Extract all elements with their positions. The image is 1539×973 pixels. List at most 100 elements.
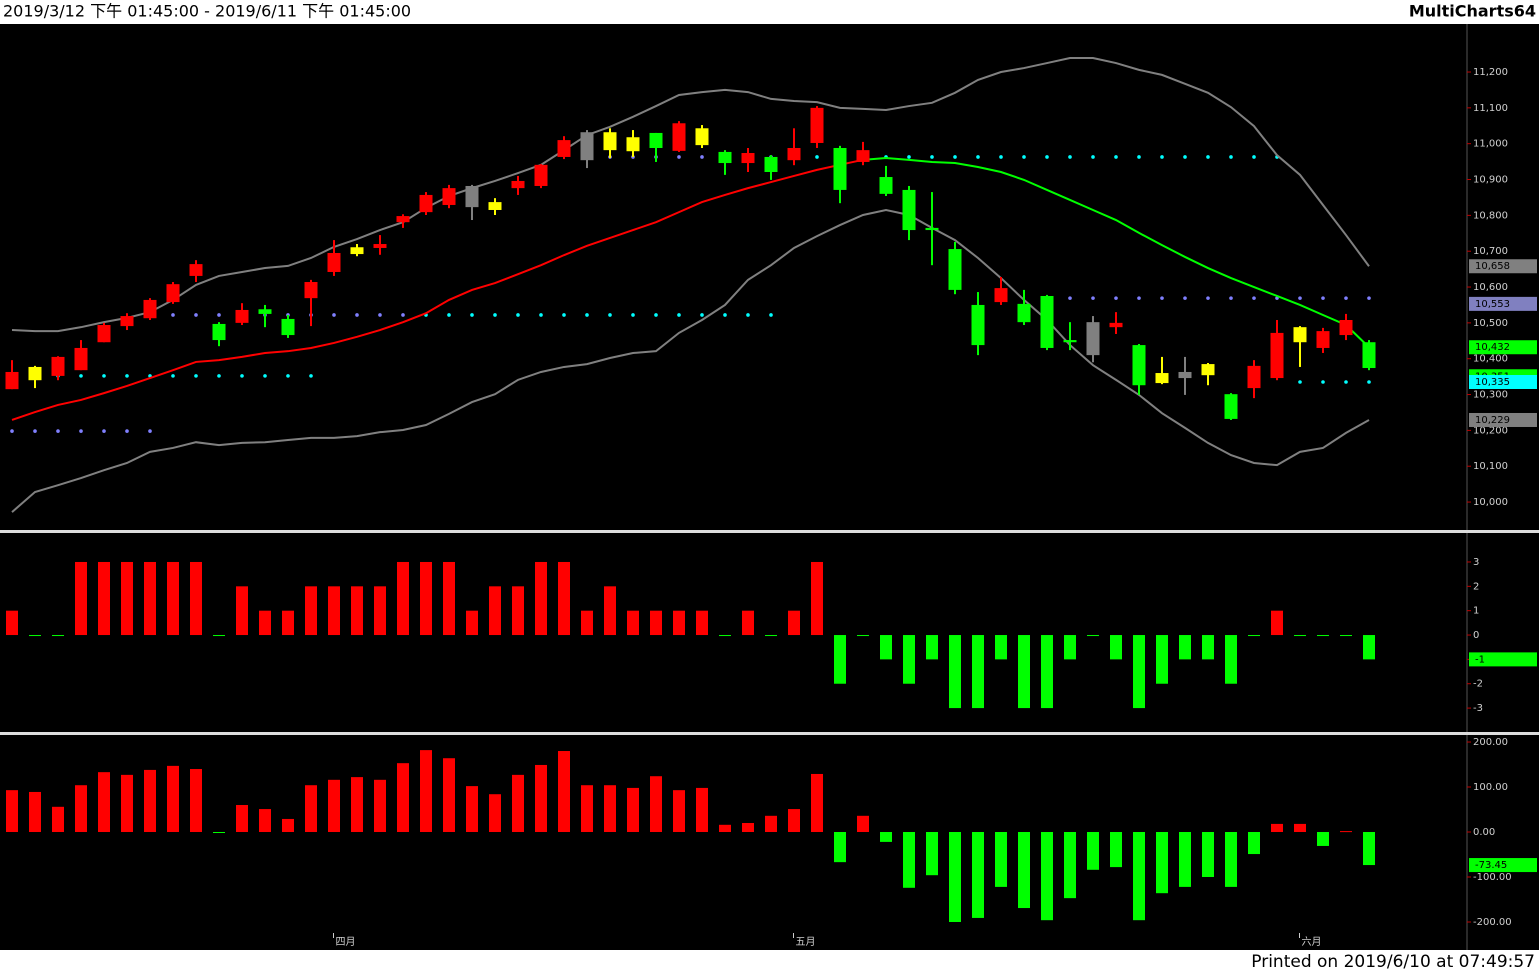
- y-tick-label: 2: [1473, 581, 1479, 592]
- indicator-bar: [259, 610, 271, 636]
- level-dot: [700, 155, 704, 159]
- level-dot: [1367, 380, 1371, 384]
- indicator-bar: [489, 794, 501, 833]
- candle-body: [212, 323, 226, 341]
- indicator-line: [11, 158, 864, 421]
- indicator-bar: [29, 635, 41, 637]
- candle-body: [534, 164, 548, 186]
- indicator-bar: [1110, 635, 1122, 660]
- candle-body: [51, 356, 65, 376]
- indicator-bar: [282, 610, 294, 636]
- candle-body: [1362, 342, 1376, 369]
- level-dot: [1137, 296, 1141, 300]
- indicator-bar: [75, 785, 87, 833]
- panel-separator: [0, 530, 1539, 533]
- indicator-bar: [581, 610, 593, 636]
- indicator-bar: [1018, 832, 1030, 909]
- level-dot: [355, 313, 359, 317]
- indicator-bar: [650, 610, 662, 636]
- last-value-tag: [1469, 652, 1537, 667]
- level-dot: [286, 374, 290, 378]
- level-dot: [516, 313, 520, 317]
- indicator-bar: [1041, 635, 1053, 709]
- last-value-label: -1: [1475, 654, 1485, 665]
- level-dot: [240, 374, 244, 378]
- y-tick-label: -2: [1473, 679, 1483, 690]
- level-dot: [1091, 296, 1095, 300]
- indicator-bar: [650, 776, 662, 833]
- indicator-bar: [282, 818, 294, 833]
- candle-body: [1132, 345, 1146, 386]
- indicator-bar: [1248, 832, 1260, 855]
- indicator-bar: [328, 586, 340, 636]
- indicator-line: [11, 57, 1370, 333]
- candle-body: [557, 140, 571, 157]
- indicator-bar: [29, 791, 41, 833]
- candle-body: [258, 309, 272, 314]
- indicator-bar: [236, 586, 248, 636]
- indicator-bar: [443, 561, 455, 636]
- level-dot: [539, 313, 543, 317]
- level-dot: [309, 374, 313, 378]
- level-dot: [401, 313, 405, 317]
- indicator-bar: [535, 764, 547, 833]
- level-dot: [56, 429, 60, 433]
- indicator-bar: [466, 610, 478, 636]
- indicator-bar: [627, 787, 639, 833]
- last-value-tag: [1469, 259, 1537, 274]
- level-dot: [1229, 296, 1233, 300]
- level-dot: [148, 429, 152, 433]
- indicator-bar: [144, 769, 156, 833]
- candle-body: [948, 249, 962, 290]
- level-dot: [700, 313, 704, 317]
- y-tick-label: 10,900: [1473, 175, 1508, 186]
- indicator-bar: [834, 832, 846, 863]
- indicator-bar: [75, 561, 87, 636]
- indicator-bar: [880, 832, 892, 842]
- indicator-bar: [1064, 832, 1076, 899]
- indicator-bar: [903, 635, 915, 684]
- candle-body: [695, 128, 709, 146]
- indicator-bar: [1087, 635, 1099, 637]
- indicator-bar: [535, 561, 547, 636]
- level-dot: [1183, 296, 1187, 300]
- candle-body: [304, 282, 318, 299]
- level-dot: [930, 155, 934, 159]
- level-dot: [217, 374, 221, 378]
- candle-body: [396, 216, 410, 223]
- level-dot: [631, 313, 635, 317]
- indicator-bar: [1179, 832, 1191, 887]
- level-dot: [1321, 380, 1325, 384]
- indicator-bar: [1041, 832, 1053, 921]
- indicator-bar: [811, 561, 823, 636]
- y-tick-label: -100.00: [1473, 872, 1512, 883]
- indicator-bar: [374, 586, 386, 636]
- level-dot: [1183, 155, 1187, 159]
- indicator-bar: [1133, 635, 1145, 709]
- indicator-bar: [788, 610, 800, 636]
- indicator-bar: [1340, 831, 1352, 833]
- level-dot: [1206, 296, 1210, 300]
- candle-body: [1316, 331, 1330, 348]
- y-tick-label: 10,200: [1473, 425, 1508, 436]
- y-tick-label: 1: [1473, 606, 1479, 617]
- indicator-bar: [6, 610, 18, 636]
- indicator-bar: [1248, 635, 1260, 637]
- level-dot: [1137, 155, 1141, 159]
- candle-body: [994, 288, 1008, 303]
- indicator-bar: [1064, 635, 1076, 660]
- candle-body: [925, 227, 939, 231]
- level-dot: [976, 155, 980, 159]
- level-dot: [562, 313, 566, 317]
- last-value-tag: [1469, 340, 1537, 355]
- y-tick-label: 10,700: [1473, 246, 1508, 257]
- indicator-bar: [1225, 832, 1237, 887]
- candle-body: [120, 316, 134, 327]
- indicator-bar: [190, 769, 202, 833]
- y-tick-label: 3: [1473, 557, 1479, 568]
- indicator-bar: [765, 635, 777, 637]
- level-dot: [608, 313, 612, 317]
- level-dot: [815, 155, 819, 159]
- indicator-bar: [558, 751, 570, 833]
- candle-body: [718, 151, 732, 164]
